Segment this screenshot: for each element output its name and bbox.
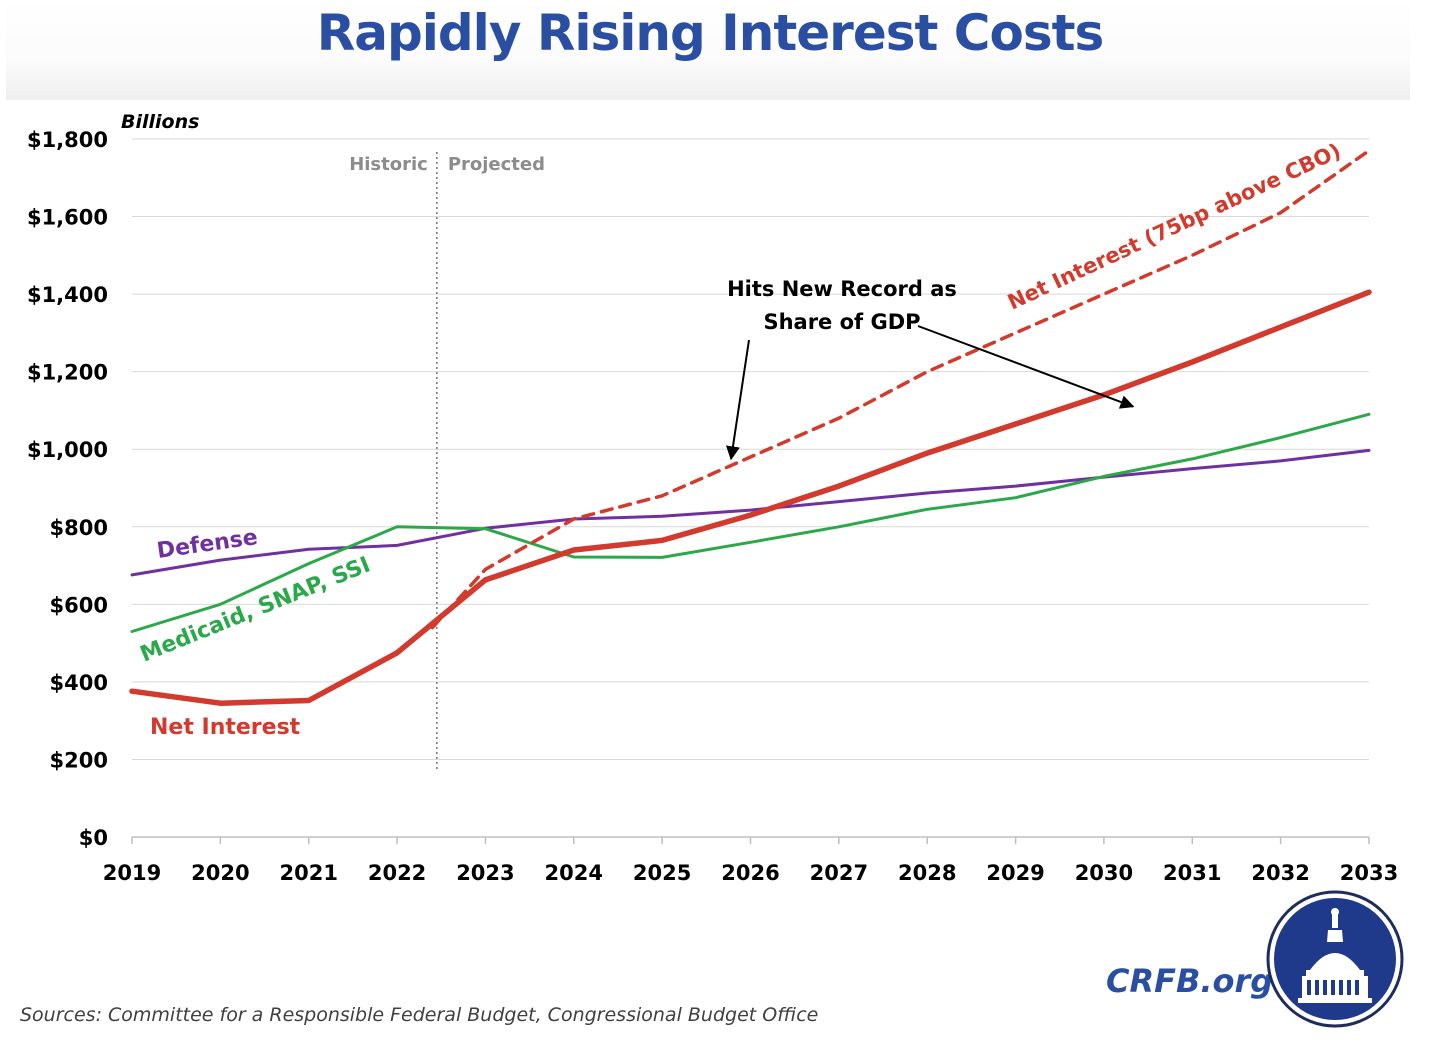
annotation-text: Hits New Record as [727, 277, 957, 301]
brand-text: CRFB.org [1106, 962, 1274, 1000]
y-tick-label: $600 [50, 593, 108, 617]
series-label: Medicaid, SNAP, SSI [137, 552, 374, 667]
y-tick-label: $400 [50, 671, 108, 695]
x-tick-label: 2030 [1075, 861, 1133, 885]
x-tick-label: 2033 [1340, 861, 1398, 885]
x-tick-label: 2027 [810, 861, 868, 885]
x-tick-label: 2023 [456, 861, 514, 885]
title-band [6, 0, 1410, 100]
chart-title: Rapidly Rising Interest Costs [316, 4, 1105, 62]
y-tick-label: $800 [50, 516, 108, 540]
y-tick-label: $200 [50, 748, 108, 772]
series-line-net-interest-75bp-above-cbo [430, 148, 1371, 630]
x-tick-label: 2019 [103, 861, 161, 885]
historic-label: Historic [349, 154, 428, 175]
series-line-net-interest [129, 289, 1372, 706]
x-tick-label: 2029 [986, 861, 1044, 885]
y-tick-label: $1,000 [27, 438, 108, 462]
y-tick-label: $1,400 [27, 283, 108, 307]
sources-note: Sources: Committee for a Responsible Fed… [20, 1004, 819, 1026]
x-tick-label: 2022 [368, 861, 426, 885]
x-tick-label: 2021 [279, 861, 337, 885]
y-tick-label: $1,200 [27, 361, 108, 385]
x-tick-label: 2032 [1251, 861, 1309, 885]
series-line-defense [130, 448, 1371, 577]
projected-label: Projected [448, 154, 545, 175]
x-tick-label: 2028 [898, 861, 956, 885]
x-tick-label: 2031 [1163, 861, 1221, 885]
x-tick-label: 2024 [545, 861, 603, 885]
annotation-arrow [726, 339, 750, 461]
y-tick-label: $0 [79, 826, 108, 850]
y-tick-label: $1,800 [27, 128, 108, 152]
series-label: Net Interest (75bp above CBO) [1004, 139, 1345, 315]
series-line-medicaid-snap-ssi [130, 412, 1371, 633]
annotation-arrow [917, 325, 1135, 409]
crfb-capitol-logo [1266, 890, 1404, 1028]
y-axis-label: Billions [121, 111, 199, 133]
x-tick-label: 2020 [191, 861, 249, 885]
x-tick-label: 2025 [633, 861, 691, 885]
x-tick-label: 2026 [721, 861, 779, 885]
annotation-text: Share of GDP [763, 310, 920, 334]
y-tick-label: $1,600 [27, 206, 108, 230]
series-label: Net Interest [150, 715, 301, 740]
